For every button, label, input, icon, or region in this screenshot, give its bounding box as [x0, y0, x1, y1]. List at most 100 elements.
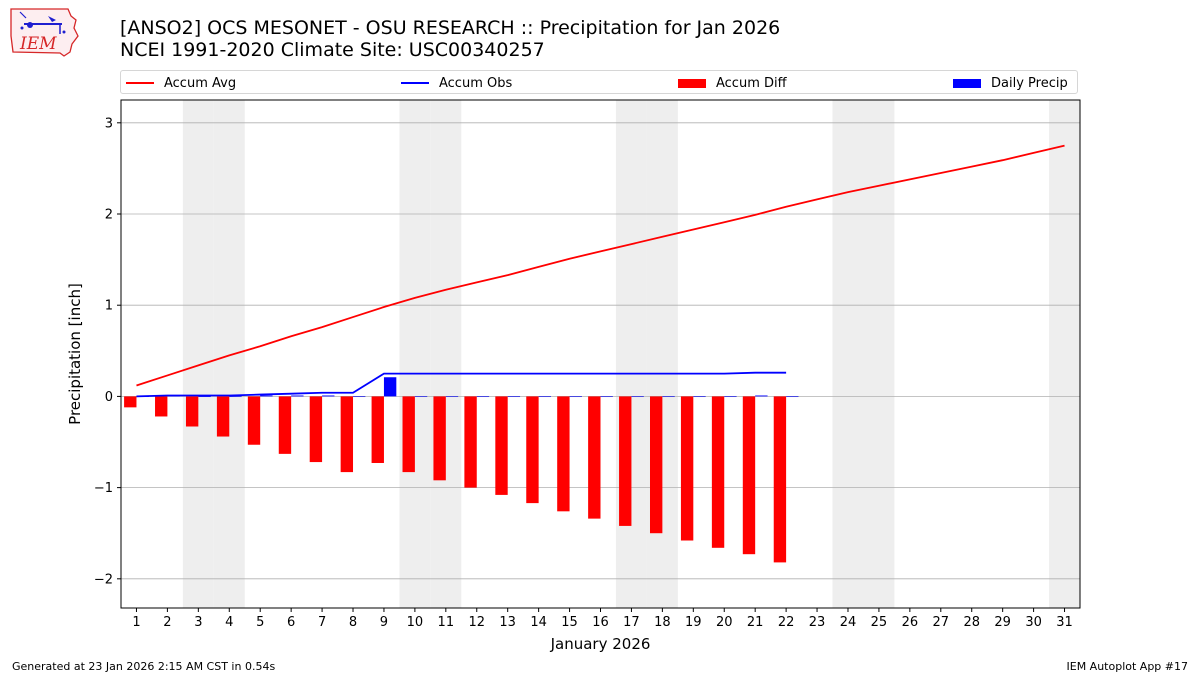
accum-diff-bar — [247, 396, 261, 445]
x-tick-label: 5 — [256, 615, 264, 630]
accum-diff-bar — [371, 396, 384, 463]
x-tick-label: 22 — [778, 615, 795, 630]
daily-precip-bar — [291, 395, 304, 397]
footer-app: IEM Autoplot App #17 — [1066, 660, 1189, 673]
x-tick-label: 23 — [809, 615, 826, 630]
accum-diff-bar — [742, 396, 756, 555]
x-tick-label: 15 — [561, 615, 578, 630]
plot-frame — [120, 99, 1081, 609]
accum-diff-bar — [124, 396, 137, 408]
x-tick-label: 27 — [933, 615, 950, 630]
accum-avg-line — [136, 144, 1065, 387]
x-tick-label: 14 — [530, 615, 547, 630]
accum-diff-bar — [649, 396, 663, 534]
daily-precip-bar — [383, 377, 397, 397]
accum-diff-bar — [216, 396, 230, 437]
daily-precip-bar — [198, 396, 211, 398]
x-tick-label: 2 — [163, 615, 171, 630]
weekend-band — [863, 100, 895, 608]
chart-legend: Accum Avg Accum Obs Accum Diff Daily Pre… — [120, 70, 1078, 94]
weekend-band — [1049, 100, 1080, 608]
legend-label-daily-precip: Daily Precip — [991, 75, 1068, 91]
daily-precip-bar — [476, 396, 490, 398]
logo-text: IEM — [20, 34, 57, 54]
accum-diff-bar — [711, 396, 725, 548]
weekend-band — [615, 100, 647, 608]
accum-diff-bar — [495, 396, 508, 495]
daily-precip-bar — [786, 396, 799, 398]
y-tick-label: 3 — [105, 116, 113, 131]
accum-diff-bar — [155, 396, 168, 417]
weekend-band — [832, 100, 864, 608]
y-tick-label: 2 — [105, 208, 113, 223]
legend-item-accum-avg: Accum Avg — [126, 75, 236, 91]
daily-precip-bar — [507, 396, 521, 398]
accum-diff-bar — [309, 396, 323, 463]
x-tick-label: 21 — [747, 615, 764, 630]
daily-precip-bar — [662, 396, 675, 398]
x-tick-label: 18 — [654, 615, 671, 630]
accum-diff-bar — [588, 396, 601, 519]
chart-title-line1: [ANSO2] OCS MESONET - OSU RESEARCH :: Pr… — [120, 17, 781, 39]
x-tick-label: 7 — [318, 615, 326, 630]
x-tick-label: 8 — [349, 615, 357, 630]
x-tick-label: 11 — [438, 615, 455, 630]
x-tick-label: 3 — [194, 615, 202, 630]
daily-precip-bar — [693, 396, 706, 398]
daily-precip-bar — [445, 396, 459, 398]
x-tick-label: 17 — [623, 615, 640, 630]
y-tick-label: 1 — [105, 299, 113, 314]
x-tick-label: 12 — [468, 615, 485, 630]
accum-diff-bar — [433, 396, 446, 481]
iem-logo: IEM — [8, 6, 80, 58]
legend-item-daily-precip: Daily Precip — [953, 75, 1068, 91]
legend-swatch-accum-diff — [678, 78, 706, 88]
weekend-band — [399, 100, 431, 608]
legend-item-accum-diff: Accum Diff — [678, 75, 787, 91]
daily-precip-bar — [600, 396, 613, 398]
y-tick-label: −1 — [94, 481, 113, 496]
accum-diff-bar — [278, 396, 292, 454]
weekend-band — [182, 100, 214, 608]
x-tick-label: 28 — [963, 615, 980, 630]
x-tick-label: 16 — [592, 615, 609, 630]
daily-precip-bar — [724, 396, 737, 398]
chart-title: [ANSO2] OCS MESONET - OSU RESEARCH :: Pr… — [120, 17, 780, 61]
accum-diff-bar — [464, 396, 477, 488]
daily-precip-bar — [631, 396, 644, 398]
daily-precip-bar — [260, 395, 273, 397]
legend-swatch-accum-avg — [126, 82, 154, 84]
iowa-map-icon — [10, 8, 79, 57]
x-tick-label: 1 — [132, 615, 140, 630]
x-tick-label: 4 — [225, 615, 233, 630]
x-tick-label: 10 — [407, 615, 424, 630]
weekend-band — [213, 100, 245, 608]
weekend-band — [430, 100, 462, 608]
daily-precip-bar — [755, 395, 768, 397]
accum-diff-bar — [773, 396, 787, 563]
x-tick-label: 13 — [499, 615, 516, 630]
daily-precip-bar — [569, 396, 582, 398]
legend-swatch-accum-obs — [401, 82, 429, 84]
legend-label-accum-avg: Accum Avg — [164, 75, 237, 91]
y-tick-label: 0 — [105, 390, 113, 405]
x-tick-label: 19 — [685, 615, 702, 630]
accum-diff-bar — [557, 396, 570, 512]
daily-precip-bar — [322, 395, 335, 397]
chart-title-line2: NCEI 1991-2020 Climate Site: USC00340257 — [120, 39, 545, 61]
accum-diff-bar — [680, 396, 694, 541]
legend-label-accum-obs: Accum Obs — [439, 75, 513, 91]
accum-diff-bar — [526, 396, 539, 504]
y-axis-label: Precipitation [inch] — [66, 283, 84, 425]
x-tick-label: 6 — [287, 615, 295, 630]
accum-diff-bar — [340, 396, 354, 473]
accum-obs-line — [136, 371, 787, 398]
x-tick-label: 29 — [994, 615, 1011, 630]
x-tick-label: 25 — [871, 615, 888, 630]
accum-diff-bar — [185, 396, 199, 427]
x-tick-label: 20 — [716, 615, 733, 630]
daily-precip-bar — [538, 396, 552, 398]
x-axis-label: January 2026 — [550, 635, 651, 653]
x-tick-label: 30 — [1025, 615, 1042, 630]
